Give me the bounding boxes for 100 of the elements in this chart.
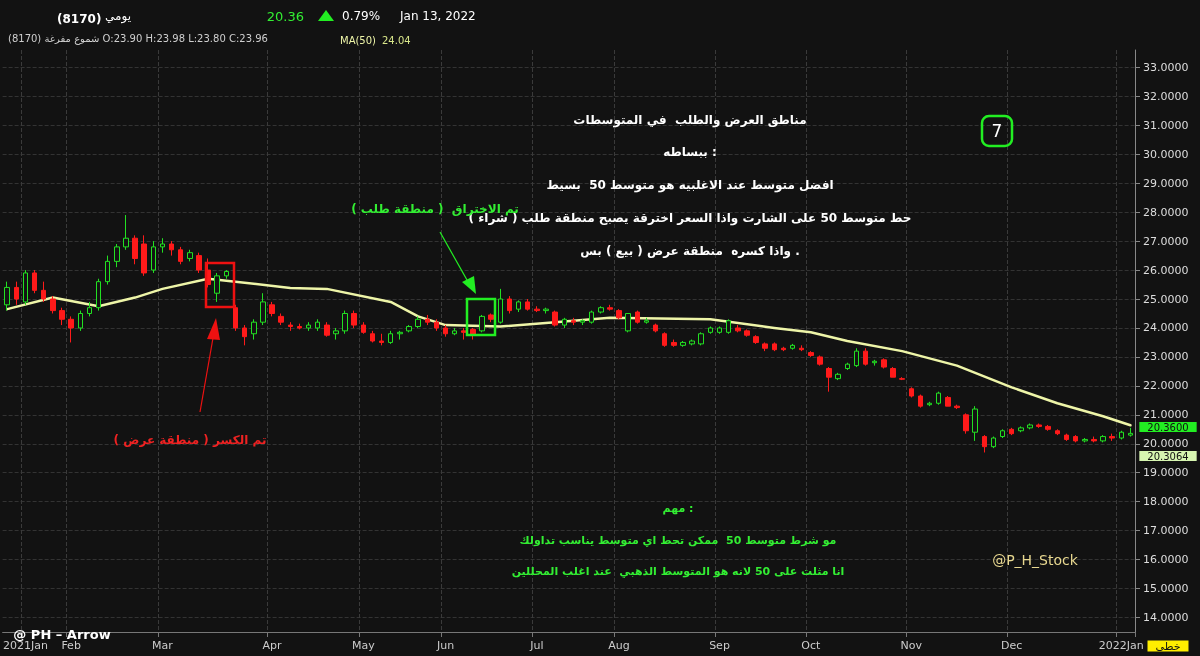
candlestick	[14, 281, 19, 306]
candlestick	[552, 310, 558, 328]
annotation: تم الكسر ( منطقة عرض )	[113, 433, 267, 447]
y-tick-label: 17.0000	[1143, 524, 1189, 538]
candlestick	[260, 292, 266, 326]
text: خطي	[1155, 639, 1181, 653]
candlestick	[808, 350, 814, 358]
candlestick	[580, 318, 585, 326]
candlestick	[799, 344, 804, 352]
x-tick-label: Dec	[1001, 639, 1023, 652]
x-tick-label: Nov	[900, 639, 923, 652]
candlestick	[1082, 437, 1088, 443]
text: 0.79%	[342, 9, 381, 23]
candlestick	[96, 278, 101, 312]
candlestick	[909, 386, 914, 398]
candlestick	[87, 301, 92, 317]
candlestick	[1109, 433, 1115, 442]
candlestick	[735, 324, 741, 333]
candlestick	[1128, 427, 1133, 438]
candlestick	[899, 376, 905, 381]
candlestick	[954, 404, 960, 410]
candlestick	[132, 234, 138, 265]
annotation: @P_H_Stock	[992, 552, 1079, 568]
annotation: ببساطه :	[663, 145, 717, 159]
candlestick	[726, 318, 731, 335]
y-tick-label: 24.0000	[1143, 321, 1189, 335]
candlestick	[233, 304, 238, 332]
text: Jan 13, 2022	[399, 9, 476, 23]
y-tick-label: 16.0000	[1143, 553, 1189, 567]
y-tick-label: 31.0000	[1143, 118, 1189, 132]
y-tick-label: 18.0000	[1143, 495, 1189, 509]
candlestick	[361, 321, 366, 335]
x-tick-label: May	[351, 639, 376, 652]
candlestick	[817, 354, 823, 367]
y-tick-label: 21.0000	[1143, 408, 1189, 422]
candlestick	[105, 255, 110, 286]
candlestick	[269, 301, 275, 317]
chart-subtitle: شموع مفرغة (8170) O:23.90 H:23.98 L:23.80 C:23.96	[8, 32, 268, 45]
candlestick	[991, 436, 996, 449]
x-tick-label: Feb	[61, 639, 81, 652]
candlestick	[1045, 424, 1051, 432]
annotation: @ PH – Arrow	[13, 626, 111, 642]
y-tick-label: 28.0000	[1143, 205, 1189, 219]
candlestick	[242, 324, 247, 346]
candlestick	[635, 310, 640, 325]
annotation: واذا كسره منطقة عرض ( بيع ) بس .	[580, 244, 800, 259]
candlestick	[351, 310, 357, 329]
candlestick	[50, 295, 56, 314]
text: 20.36	[266, 8, 304, 24]
candlestick	[845, 362, 850, 371]
y-tick-label: 20.0000	[1143, 437, 1189, 451]
candlestick	[1091, 436, 1097, 443]
candlestick	[781, 346, 786, 352]
candlestick	[790, 343, 795, 351]
candlestick	[525, 298, 530, 312]
x-tick-label: Aug	[608, 639, 630, 652]
candlestick	[214, 272, 220, 303]
candlestick	[918, 394, 923, 409]
candlestick	[625, 312, 631, 333]
candlestick	[178, 246, 183, 265]
candlestick	[589, 310, 594, 325]
candlestick	[41, 281, 46, 303]
candlestick	[762, 341, 768, 352]
candlestick	[927, 401, 932, 407]
x-tick-label: 2022Jan	[1098, 639, 1144, 652]
candlestick	[698, 331, 704, 346]
candlestick	[425, 314, 430, 326]
y-tick-label: 15.0000	[1143, 582, 1189, 596]
candlestick	[680, 340, 686, 348]
candlestick	[653, 323, 658, 333]
candlestick	[461, 327, 467, 341]
x-tick-label: Mar	[152, 639, 174, 652]
candlestick	[516, 299, 521, 313]
candlestick	[982, 434, 987, 453]
candlestick	[434, 318, 439, 332]
candlestick	[772, 341, 777, 352]
candlestick	[251, 318, 257, 341]
candlestick	[607, 304, 613, 312]
candlestick	[854, 347, 859, 368]
candlestick	[306, 321, 311, 332]
y-tick-label: 25.0000	[1143, 292, 1189, 306]
candlestick	[1036, 423, 1042, 429]
candlestick	[1009, 427, 1014, 436]
x-tick-label: Jul	[529, 639, 544, 652]
candlestick	[151, 240, 156, 274]
candlestick	[562, 317, 567, 329]
candlestick	[744, 328, 750, 338]
candlestick	[708, 326, 713, 335]
candlestick	[23, 269, 28, 306]
annotation: 7	[991, 121, 1003, 141]
candlestick	[187, 249, 193, 262]
candlestick	[1100, 434, 1106, 443]
candlestick	[224, 269, 229, 280]
candlestick	[141, 234, 147, 277]
candlestick	[972, 405, 978, 442]
candlestick	[315, 318, 320, 332]
candlestick	[1064, 433, 1069, 442]
annotation: مهم :	[662, 501, 694, 515]
annotation: مو شرط متوسط 50 ممكن تحط اي متوسط يناسب تداولك	[519, 533, 837, 547]
annotation: افضل متوسط عند الاغلبيه هو متوسط 50 بسيط	[546, 178, 834, 193]
